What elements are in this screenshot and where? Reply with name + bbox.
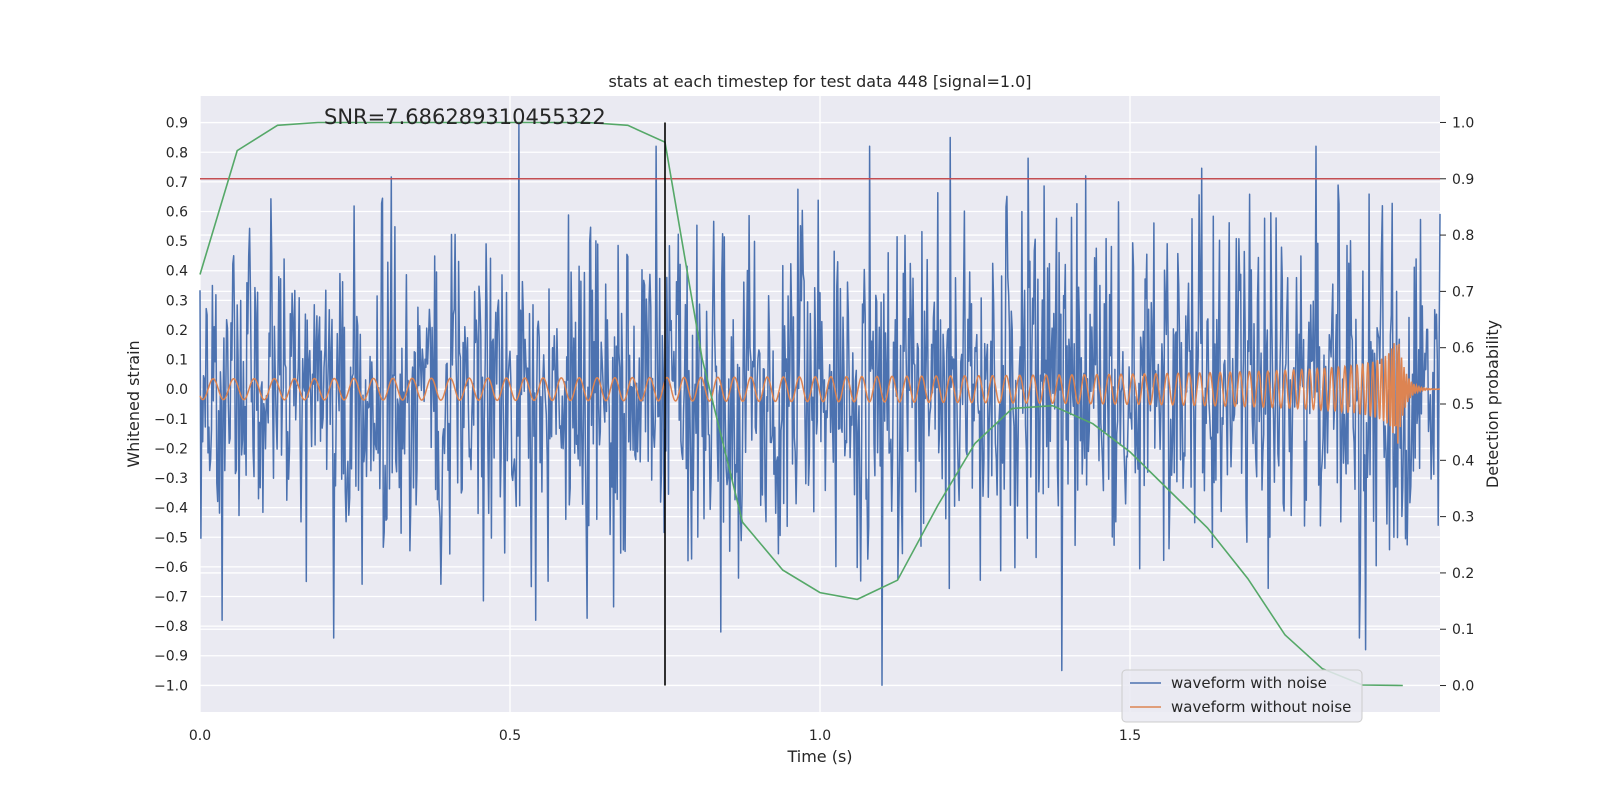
legend-label-noise: waveform with noise	[1171, 674, 1327, 692]
legend-label-clean: waveform without noise	[1171, 698, 1351, 716]
left-tick-label: 0.1	[166, 353, 188, 369]
x-tick-label: 1.0	[809, 728, 831, 744]
x-axis-ticks: 0.0 0.5 1.0 1.5	[189, 728, 1141, 744]
series-layer	[199, 121, 1441, 687]
left-tick-label: 0.0	[166, 382, 188, 398]
chart-title: stats at each timestep for test data 448…	[608, 72, 1031, 91]
left-tick-label: 0.9	[166, 116, 188, 132]
left-tick-label: −0.9	[154, 649, 188, 665]
left-tick-label: −0.6	[154, 560, 188, 576]
left-tick-label: 0.4	[166, 264, 188, 280]
left-axis-ticks: 0.9 0.8 0.7 0.6 0.5 0.4 0.3 0.2 0.1 0.0 −0.1 −0.2 −0…	[154, 116, 188, 695]
series-detection-probability	[199, 121, 1403, 687]
left-tick-label: −0.2	[154, 441, 188, 457]
right-tick-label: 0.8	[1452, 228, 1474, 244]
left-tick-label: −0.5	[154, 530, 188, 546]
right-tick-label: 0.2	[1452, 566, 1474, 582]
right-axis-ticks: 1.0 0.9 0.8 0.7 0.6 0.5 0.4 0.3 0.2 0.1 0.0	[1440, 115, 1474, 695]
right-tick-label: 1.0	[1452, 115, 1474, 131]
right-tick-label: 0.3	[1452, 510, 1474, 526]
right-tick-label: 0.7	[1452, 284, 1474, 300]
series-waveform-without-noise	[199, 343, 1441, 444]
right-tick-label: 0.5	[1452, 397, 1474, 413]
x-tick-label: 0.0	[189, 728, 211, 744]
legend: waveform with noise waveform without noi…	[1121, 669, 1363, 723]
left-axis-label: Whitened strain	[124, 340, 143, 467]
x-tick-label: 1.5	[1119, 728, 1141, 744]
snr-annotation: SNR=7.686289310455322	[324, 105, 606, 129]
left-tick-label: −0.1	[154, 412, 188, 428]
x-axis-label: Time (s)	[786, 747, 852, 766]
right-tick-label: 0.9	[1452, 172, 1474, 188]
left-tick-label: 0.6	[166, 205, 188, 221]
right-tick-label: 0.4	[1452, 453, 1474, 469]
left-tick-label: −0.8	[154, 619, 188, 635]
left-tick-label: 0.2	[166, 323, 188, 339]
right-tick-label: 0.1	[1452, 622, 1474, 638]
left-tick-label: 0.7	[166, 175, 188, 191]
legend-box	[1121, 669, 1363, 723]
left-tick-label: 0.5	[166, 234, 188, 250]
right-tick-label: 0.6	[1452, 341, 1474, 357]
left-tick-label: −1.0	[154, 678, 188, 694]
right-tick-label: 0.0	[1452, 679, 1474, 695]
x-tick-label: 0.5	[499, 728, 521, 744]
left-tick-label: −0.4	[154, 501, 188, 517]
left-tick-label: −0.3	[154, 471, 188, 487]
left-tick-label: 0.3	[166, 293, 188, 309]
right-axis-label: Detection probability	[1483, 320, 1502, 488]
left-tick-label: −0.7	[154, 590, 188, 606]
left-tick-label: 0.8	[166, 145, 188, 161]
